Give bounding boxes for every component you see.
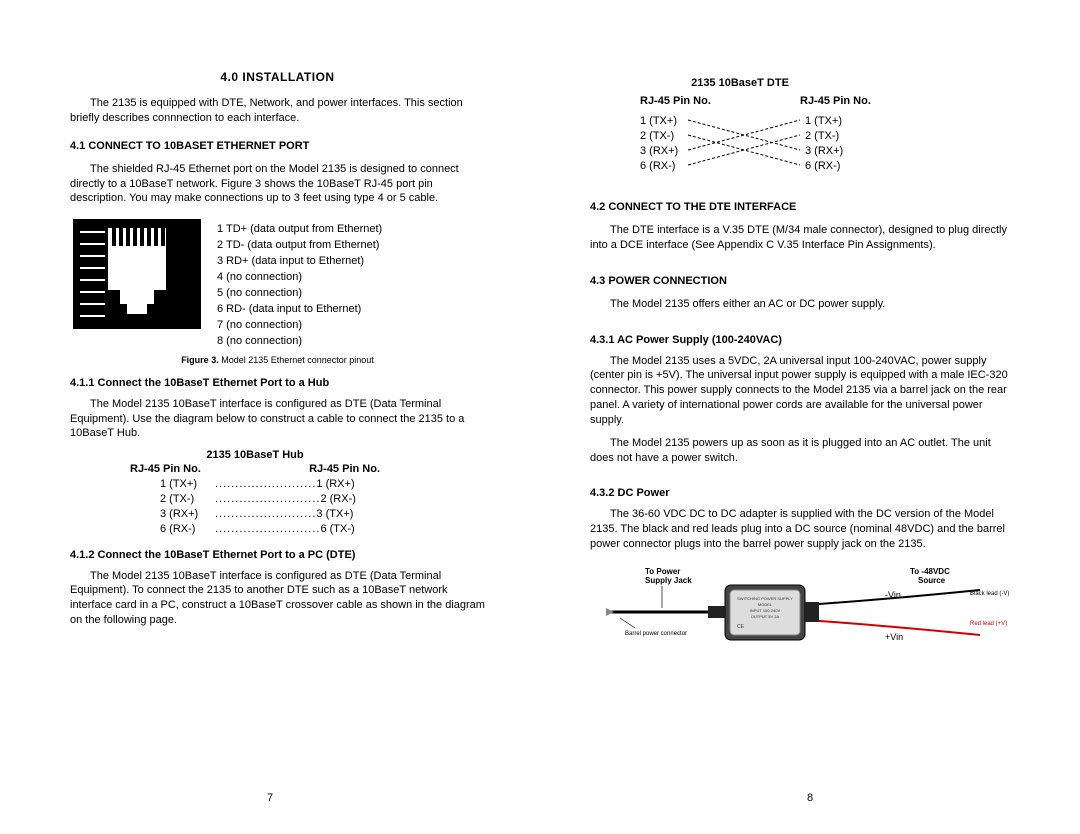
hub-title: 2135 10BaseT Hub — [160, 449, 350, 461]
paragraph-4-3-1a: The Model 2135 uses a 5VDC, 2A universal… — [590, 354, 1010, 428]
heading-4-1-2: 4.1.2 Connect the 10BaseT Ethernet Port … — [70, 549, 485, 561]
pin-row: 5 (no connection) — [217, 286, 382, 302]
heading-4-3: 4.3 POWER CONNECTION — [590, 275, 1010, 287]
heading-4-2: 4.2 CONNECT TO THE DTE INTERFACE — [590, 201, 1010, 213]
pin-row: 3 RD+ (data input to Ethernet) — [217, 254, 382, 270]
paragraph-4-1-2: The Model 2135 10BaseT interface is conf… — [70, 569, 485, 628]
svg-text:MODEL: MODEL — [758, 602, 773, 607]
rj45-connector-icon — [70, 216, 205, 334]
paragraph-4-3-1b: The Model 2135 powers up as soon as it i… — [590, 436, 1010, 466]
rj45-label-right: RJ-45 Pin No. — [309, 463, 380, 475]
svg-text:3 (RX+): 3 (RX+) — [805, 145, 843, 157]
svg-text:Barrel power connector: Barrel power connector — [625, 631, 687, 637]
hub-row: 3 (RX+).........................3 (TX+) — [160, 507, 485, 522]
svg-text:1 (TX+): 1 (TX+) — [640, 115, 677, 127]
svg-text:Red lead (+V): Red lead (+V) — [970, 621, 1007, 627]
page-right: 2135 10BaseT DTE RJ-45 Pin No. RJ-45 Pin… — [540, 0, 1080, 834]
paragraph-4-3-2: The 36-60 VDC DC to DC adapter is suppli… — [590, 507, 1010, 552]
rj45-label-left: RJ-45 Pin No. — [130, 463, 201, 475]
svg-text:Supply Jack: Supply Jack — [645, 576, 692, 585]
rj45-figure: 1 TD+ (data output from Ethernet) 2 TD- … — [70, 216, 485, 350]
heading-4-3-2: 4.3.2 DC Power — [590, 487, 1010, 499]
svg-text:+Vin: +Vin — [885, 632, 903, 642]
intro-paragraph: The 2135 is equipped with DTE, Network, … — [70, 96, 485, 126]
page-number: 8 — [807, 792, 813, 804]
hub-row: 6 (RX-)..........................6 (TX-) — [160, 522, 485, 537]
paragraph-4-3: The Model 2135 offers either an AC or DC… — [590, 297, 1010, 312]
svg-text:3 (RX+): 3 (RX+) — [640, 145, 678, 157]
dc-power-diagram-icon: To Power Supply Jack To -48VDC Source -V… — [590, 560, 1010, 670]
svg-text:2 (TX-): 2 (TX-) — [805, 130, 839, 142]
paragraph-4-1-1: The Model 2135 10BaseT interface is conf… — [70, 397, 485, 442]
hub-row: 2 (TX-)..........................2 (RX-) — [160, 492, 485, 507]
dte-crossover-icon: 2135 10BaseT DTE RJ-45 Pin No. RJ-45 Pin… — [590, 74, 890, 184]
dte-title: 2135 10BaseT DTE — [691, 77, 789, 89]
figure-caption-bold: Figure 3. — [181, 355, 219, 365]
svg-text:-Vin: -Vin — [885, 590, 901, 600]
page-number: 7 — [267, 792, 273, 804]
svg-text:OUTPUT 5V 2A: OUTPUT 5V 2A — [751, 614, 780, 619]
svg-text:To -48VDC: To -48VDC — [910, 567, 950, 576]
svg-text:RJ-45 Pin No.: RJ-45 Pin No. — [640, 95, 711, 107]
paragraph-4-2: The DTE interface is a V.35 DTE (M/34 ma… — [590, 223, 1010, 253]
hub-pin-table: 2135 10BaseT Hub RJ-45 Pin No. RJ-45 Pin… — [160, 449, 485, 536]
svg-text:Black lead (-V): Black lead (-V) — [970, 591, 1009, 597]
pin-row: 2 TD- (data output from Ethernet) — [217, 238, 382, 254]
section-title: 4.0 INSTALLATION — [70, 70, 485, 84]
pinout-list: 1 TD+ (data output from Ethernet) 2 TD- … — [217, 216, 382, 350]
figure-caption: Figure 3. Model 2135 Ethernet connector … — [70, 355, 485, 365]
svg-text:6 (RX-): 6 (RX-) — [805, 160, 840, 172]
hub-row: 1 (TX+).........................1 (RX+) — [160, 477, 485, 492]
svg-text:Source: Source — [918, 576, 946, 585]
svg-text:RJ-45 Pin No.: RJ-45 Pin No. — [800, 95, 871, 107]
figure-caption-text: Model 2135 Ethernet connector pinout — [219, 355, 374, 365]
heading-4-3-1: 4.3.1 AC Power Supply (100-240VAC) — [590, 334, 1010, 346]
svg-text:CE: CE — [737, 624, 745, 630]
svg-text:6 (RX-): 6 (RX-) — [640, 160, 675, 172]
pin-row: 4 (no connection) — [217, 270, 382, 286]
svg-text:INPUT 100-240V: INPUT 100-240V — [750, 608, 781, 613]
heading-4-1-1: 4.1.1 Connect the 10BaseT Ethernet Port … — [70, 377, 485, 389]
svg-text:SWITCHING POWER SUPPLY: SWITCHING POWER SUPPLY — [737, 596, 793, 601]
pin-row: 8 (no connection) — [217, 334, 382, 350]
pin-row: 6 RD- (data input to Ethernet) — [217, 302, 382, 318]
paragraph-4-1: The shielded RJ-45 Ethernet port on the … — [70, 162, 485, 207]
svg-text:2 (TX-): 2 (TX-) — [640, 130, 674, 142]
heading-4-1: 4.1 CONNECT TO 10BASET ETHERNET PORT — [70, 140, 485, 152]
page-left: 4.0 INSTALLATION The 2135 is equipped wi… — [0, 0, 540, 834]
hub-header: RJ-45 Pin No. RJ-45 Pin No. — [130, 463, 380, 475]
dte-diagram: 2135 10BaseT DTE RJ-45 Pin No. RJ-45 Pin… — [590, 74, 1010, 187]
svg-text:1 (TX+): 1 (TX+) — [805, 115, 842, 127]
svg-text:To Power: To Power — [645, 567, 680, 576]
pin-row: 1 TD+ (data output from Ethernet) — [217, 222, 382, 238]
pin-row: 7 (no connection) — [217, 318, 382, 334]
